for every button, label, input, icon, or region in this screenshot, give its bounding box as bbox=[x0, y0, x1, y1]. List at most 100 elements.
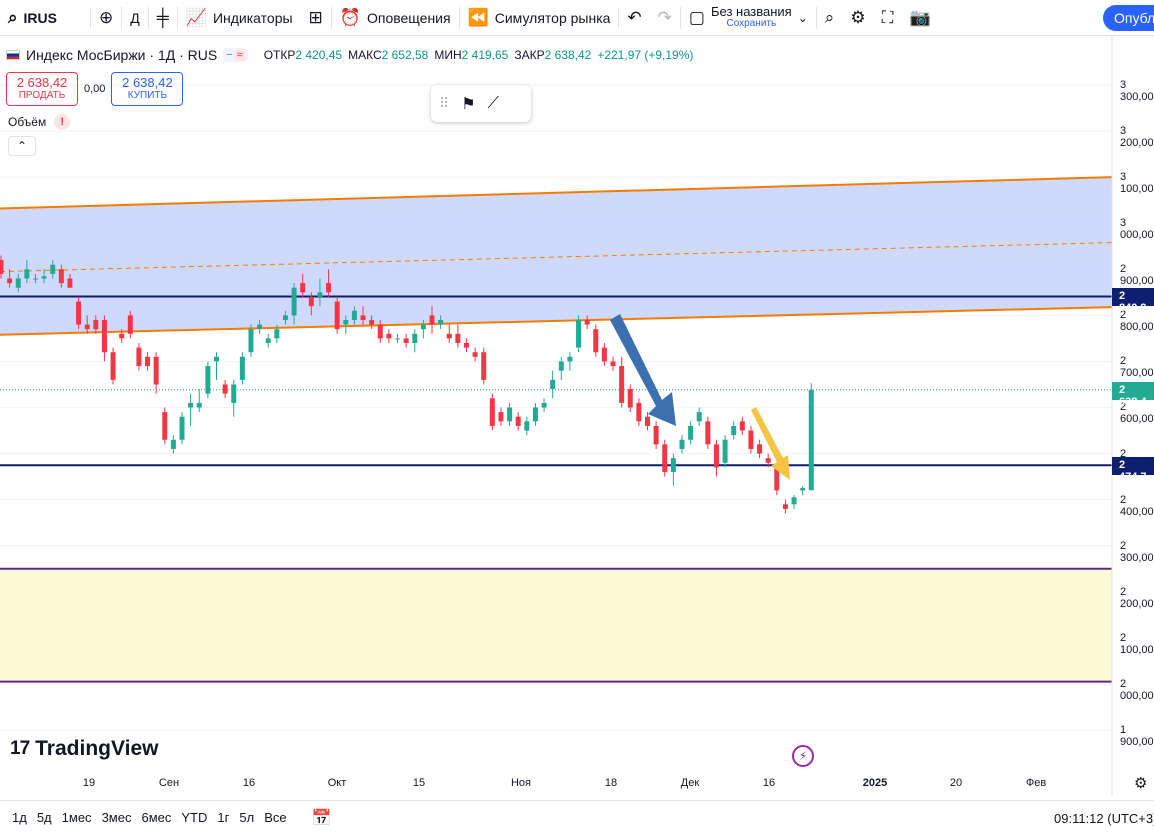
search-icon: ⌕ bbox=[8, 8, 18, 27]
range-button[interactable]: 1д bbox=[12, 810, 27, 825]
price-tick-label: 2 600,00 bbox=[1120, 401, 1154, 426]
range-button[interactable]: 5д bbox=[36, 810, 52, 825]
lightning-icon[interactable]: ⚡ bbox=[792, 745, 814, 767]
candle-body bbox=[679, 439, 685, 449]
time-tick-label: 19 bbox=[82, 777, 96, 789]
candle-body bbox=[438, 319, 444, 325]
volume-indicator[interactable]: Объём ! bbox=[8, 114, 71, 130]
level-low-price-label: 2 474,7 bbox=[1112, 457, 1154, 483]
close-label: ЗАКР bbox=[514, 48, 545, 62]
candle-body bbox=[136, 347, 142, 367]
sell-price: 2 638,42 bbox=[16, 75, 68, 90]
candle-body bbox=[472, 352, 478, 357]
fullscreen-button[interactable]: ⛶ bbox=[874, 0, 902, 36]
save-label[interactable]: Сохранить bbox=[726, 18, 777, 30]
price-tick-label: 3 000,00 bbox=[1120, 217, 1154, 242]
candle-body bbox=[765, 458, 771, 463]
change-value: +221,97 (+9,19%) bbox=[597, 48, 694, 62]
price-tick-label: 2 700,00 bbox=[1120, 355, 1154, 380]
price-tick-label: 2 000,00 bbox=[1120, 677, 1154, 702]
range-button[interactable]: YTD bbox=[181, 810, 208, 825]
candle-body bbox=[386, 333, 392, 339]
screenshot-button[interactable]: 📷 bbox=[901, 0, 938, 36]
warning-icon[interactable]: ! bbox=[54, 114, 71, 130]
range-button[interactable]: 5л bbox=[239, 810, 255, 825]
alerts-button[interactable]: ⏰ Оповещения bbox=[332, 0, 459, 36]
templates-button[interactable]: ⊞ bbox=[301, 0, 331, 36]
symbol-name[interactable]: Индекс МосБиржи · 1Д · RUS bbox=[26, 47, 218, 63]
candle-body bbox=[119, 333, 125, 339]
candle-body bbox=[291, 287, 297, 316]
yellow-arrow-annotation bbox=[751, 407, 790, 480]
candle-body bbox=[84, 324, 90, 330]
range-button[interactable]: 1мес bbox=[61, 810, 92, 825]
range-button[interactable]: 6мес bbox=[141, 810, 172, 825]
candle-body bbox=[257, 324, 263, 330]
camera-icon: 📷 bbox=[909, 8, 931, 27]
price-tick-label: 3 200,00 bbox=[1120, 125, 1154, 150]
time-tick-label: 16 bbox=[762, 777, 776, 789]
candle-body bbox=[265, 338, 271, 343]
candle-body bbox=[93, 319, 99, 330]
low-label: МИН bbox=[434, 48, 462, 62]
channel-lower-line bbox=[0, 306, 1113, 336]
buy-button[interactable]: 2 638,42 КУПИТЬ bbox=[111, 72, 184, 106]
top-toolbar: ⌕ IRUS ⊕ Д ╪ 📈 Индикаторы ⊞ ⏰ Оповещения… bbox=[0, 0, 1154, 36]
range-selector: 1д 5д 1мес 3мес 6мес YTD 1г 5л Все bbox=[0, 810, 292, 825]
price-tick-label: 3 100,00 bbox=[1120, 171, 1154, 196]
goto-date-icon[interactable]: 📅 bbox=[311, 809, 332, 827]
candle-body bbox=[377, 324, 383, 339]
candle-body bbox=[420, 324, 426, 330]
candle-body bbox=[550, 379, 556, 390]
tradingview-logo[interactable]: 17 TradingView bbox=[10, 737, 158, 761]
chevron-down-icon: ⌄ bbox=[797, 10, 808, 25]
candle-body bbox=[507, 407, 513, 422]
range-button[interactable]: 3мес bbox=[101, 810, 132, 825]
indicators-icon: 📈 bbox=[185, 8, 207, 27]
candle-body bbox=[489, 398, 495, 426]
settings-button[interactable]: ⚙ bbox=[842, 0, 873, 36]
legend-toggle[interactable]: − ≈ bbox=[223, 48, 248, 62]
fib-tool-icon[interactable]: ⚑ bbox=[461, 95, 476, 113]
range-button[interactable]: Все bbox=[264, 810, 287, 825]
legend: Индекс МосБиржи · 1Д · RUS − ≈ ОТКР 2 420… bbox=[6, 47, 693, 63]
replay-button[interactable]: ⏪ Симулятор рынка bbox=[460, 0, 619, 36]
candle-body bbox=[360, 315, 366, 320]
redo-button[interactable]: ↷ bbox=[650, 0, 680, 36]
symbol-search[interactable]: ⌕ IRUS bbox=[0, 0, 90, 36]
candle-body bbox=[153, 356, 159, 385]
compare-button[interactable]: ⊕ bbox=[91, 0, 121, 36]
price-chart[interactable] bbox=[0, 36, 1154, 796]
buy-label: КУПИТЬ bbox=[127, 90, 168, 102]
plus-circle-icon: ⊕ bbox=[99, 8, 114, 27]
layout-square-icon: ▢ bbox=[688, 8, 705, 27]
undo-button[interactable]: ↶ bbox=[619, 0, 649, 36]
axis-settings-icon[interactable]: ⚙ bbox=[1134, 775, 1148, 792]
indicators-button[interactable]: 📈 Индикаторы bbox=[178, 0, 301, 36]
interval-button[interactable]: Д bbox=[122, 0, 147, 36]
candle-body bbox=[731, 425, 737, 436]
candle-body bbox=[429, 315, 435, 325]
chart-pane[interactable] bbox=[0, 36, 1154, 796]
quick-search-button[interactable]: ⌕ bbox=[817, 0, 843, 36]
divider bbox=[679, 6, 681, 29]
layout-button[interactable]: ▢ Без названия Сохранить ⌄ bbox=[681, 0, 816, 36]
collapse-legend-button[interactable]: ⌃ bbox=[8, 136, 36, 156]
publish-button[interactable]: Опубл bbox=[1103, 5, 1154, 31]
candle-body bbox=[403, 338, 409, 343]
fullscreen-icon: ⛶ bbox=[881, 8, 894, 27]
drag-handle-icon[interactable]: ⠿ bbox=[439, 95, 450, 111]
time-tick-label: 2025 bbox=[862, 777, 888, 789]
clock[interactable]: 09:11:12 (UTC+3) bbox=[1054, 811, 1154, 826]
trend-line-icon[interactable]: ⟋ bbox=[487, 94, 499, 112]
time-tick-label: 15 bbox=[412, 777, 426, 789]
divider bbox=[121, 6, 123, 29]
candle-body bbox=[317, 292, 323, 297]
sell-button[interactable]: 2 638,42 ПРОДАТЬ bbox=[6, 72, 78, 106]
chart-type-button[interactable]: ╪ bbox=[149, 0, 177, 36]
candles-icon: ╪ bbox=[156, 8, 169, 27]
candle-body bbox=[524, 421, 530, 431]
price-tick-label: 2 800,00 bbox=[1120, 309, 1154, 334]
range-button[interactable]: 1г bbox=[217, 810, 230, 825]
candle-body bbox=[0, 260, 4, 274]
